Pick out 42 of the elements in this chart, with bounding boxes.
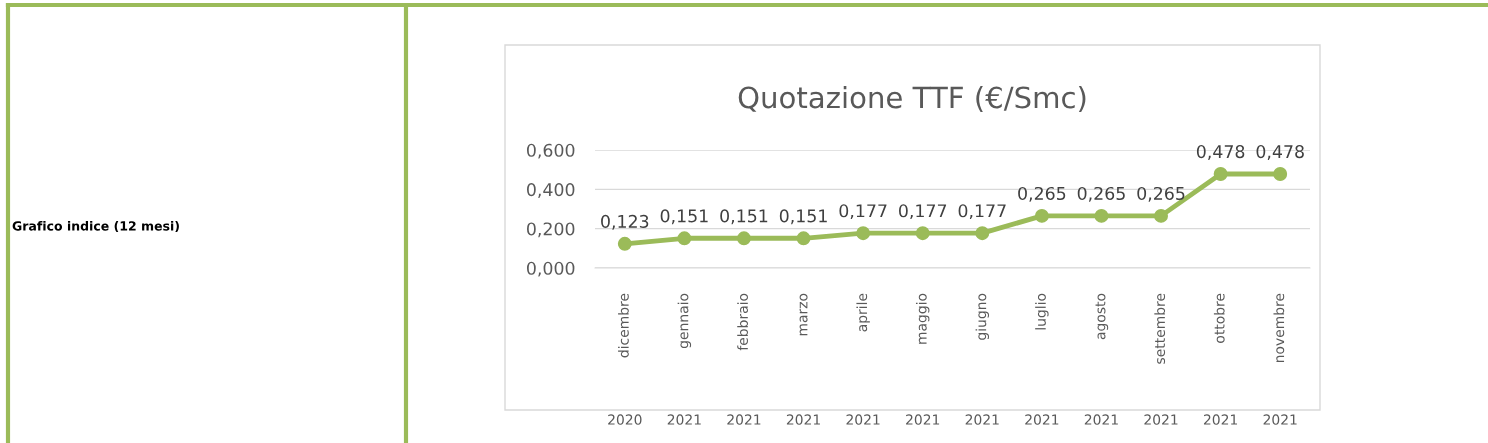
point: [1094, 208, 1109, 223]
data-label: 0,151: [720, 209, 768, 225]
data-label: 0,177: [839, 204, 887, 220]
point: [1273, 167, 1288, 181]
category-label: marzo 2021: [786, 293, 820, 425]
category-label: febbraio 2021: [727, 293, 761, 425]
y-tick-label: 0,200: [527, 222, 575, 238]
category-label: agosto 2021: [1084, 293, 1118, 425]
category-label: aprile 2021: [846, 293, 880, 425]
data-label: 0,478: [1196, 145, 1245, 160]
chart-title: Quotazione TTF (€/Smc): [738, 85, 1086, 112]
point: [915, 226, 930, 241]
text: Grafico indice (12 mesi): [12, 220, 179, 233]
data-label: 0,265: [1077, 186, 1125, 202]
data-label: 0,177: [899, 204, 947, 220]
category-label: gennaio 2021: [667, 293, 701, 425]
category-label: maggio 2021: [906, 293, 940, 425]
category-label: ottobre 2021: [1203, 293, 1238, 425]
data-label: 0,123: [601, 214, 649, 230]
point: [1154, 208, 1168, 223]
category-label: novembre 2021: [1263, 293, 1297, 425]
point: [1213, 167, 1228, 181]
category-label: dicembre 2020: [608, 293, 642, 425]
category-label: settembre 2021: [1144, 293, 1178, 425]
category-label: luglio 2021: [1025, 293, 1059, 425]
point: [975, 226, 990, 241]
data-label: 0,265: [1137, 186, 1185, 202]
y-tick-label: 0,400: [527, 183, 575, 198]
point: [737, 231, 751, 246]
data-label: 0,151: [779, 209, 827, 225]
data-label: 0,177: [958, 204, 1006, 220]
point: [677, 231, 692, 246]
category-label: giugno 2021: [965, 293, 999, 425]
point: [617, 236, 632, 251]
data-label: 0,151: [660, 209, 708, 225]
point: [1034, 208, 1049, 223]
data-label: 0,478: [1256, 145, 1304, 160]
y-tick-label: 0,000: [527, 261, 575, 277]
data-label: 0,265: [1018, 186, 1066, 202]
point: [796, 231, 811, 246]
y-tick-label: 0,600: [527, 143, 575, 159]
point: [856, 226, 871, 241]
